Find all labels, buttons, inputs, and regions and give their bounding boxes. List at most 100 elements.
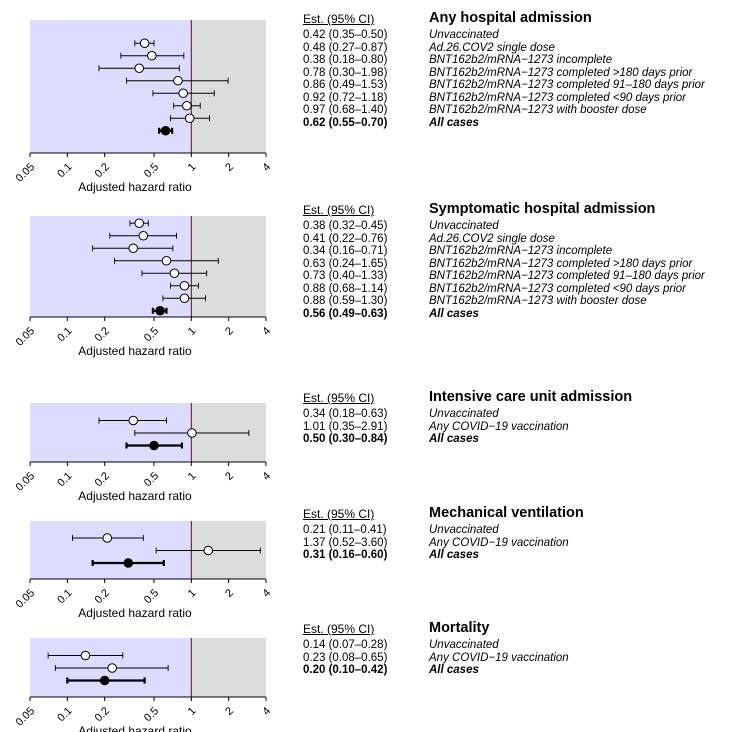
estimate-row: 0.41 (0.22–0.76) Ad.26.COV2 single dose (303, 233, 750, 246)
x-tick-label: 0.1 (55, 587, 74, 606)
x-tick-label: 0.5 (142, 470, 161, 489)
estimate-row: 1.37 (0.52–3.60) Any COVID−19 vaccination (303, 537, 750, 550)
estimate-column-header: Est. (95% CI) (303, 12, 375, 26)
x-tick-label: 2 (223, 161, 236, 174)
estimate-row: 0.73 (0.40–1.33) BNT162b2/mRNA−1273 compl… (303, 270, 750, 283)
x-tick-label: 0.05 (14, 470, 38, 494)
x-tick-label: 4 (260, 161, 273, 174)
row-label: BNT162b2/mRNA−1273 with booster dose (429, 104, 647, 116)
panel-text-3: Est. (95% CI) Intensive care unit admissi… (303, 389, 750, 446)
x-tick-label: 0.05 (14, 325, 38, 349)
estimate-row: 1.01 (0.35–2.91) Any COVID−19 vaccination (303, 421, 750, 434)
panel-header: Est. (95% CI) Any hospital admission (303, 10, 750, 26)
row-label: BNT162b2/mRNA−1273 with booster dose (429, 295, 647, 307)
x-tick-label: 0.1 (55, 161, 74, 180)
estimate-row: 0.88 (0.59–1.30) BNT162b2/mRNA−1273 with … (303, 295, 750, 308)
estimate-text: 1.01 (0.35–2.91) (303, 420, 388, 433)
estimate-text: 0.88 (0.59–1.30) (303, 295, 388, 307)
estimate-point (169, 268, 180, 279)
x-axis-label: Adjusted hazard ratio (78, 606, 192, 620)
row-label: BNT162b2/mRNA−1273 completed <90 days pr… (429, 282, 686, 295)
estimate-point (184, 113, 195, 124)
x-tick-label: 1 (186, 470, 199, 483)
estimate-point (102, 533, 113, 543)
row-label: All cases (429, 549, 479, 561)
estimate-row: 0.14 (0.07–0.28) Unvaccinated (303, 639, 750, 652)
x-tick-label: 2 (223, 325, 236, 338)
row-label: Ad.26.COV2 single dose (429, 232, 555, 245)
estimate-text: 0.42 (0.35–0.50) (303, 29, 388, 41)
estimate-point (203, 545, 214, 556)
x-tick-label: 0.2 (93, 470, 112, 489)
x-tick-label: 1 (186, 705, 199, 718)
estimate-text: 0.78 (0.30–1.98) (303, 66, 388, 79)
panel-title: Mortality (429, 620, 490, 636)
x-tick-label: 0.2 (93, 325, 112, 344)
panel-title: Any hospital admission (429, 10, 592, 26)
estimate-row: 0.38 (0.18–0.80) BNT162b2/mRNA−1273 incom… (303, 54, 750, 67)
estimate-text: 0.21 (0.11–0.41) (303, 524, 387, 536)
x-tick-label: 0.1 (55, 325, 74, 344)
row-label: Unvaccinated (429, 408, 499, 420)
estimate-row: 0.42 (0.35–0.50) Unvaccinated (303, 29, 750, 42)
estimate-point (123, 558, 134, 568)
panel-text-4: Est. (95% CI) Mechanical ventilation 0.21 … (303, 505, 750, 562)
x-tick-label: 2 (223, 705, 236, 718)
x-tick-label: 2 (223, 587, 236, 600)
x-tick-label: 2 (223, 470, 236, 483)
forest-panel-5: 0.05 0.1 0.2 0.5 1 2 4 Adjusted hazard ratio (14, 638, 273, 732)
forest-panel-2: 0.05 0.1 0.2 0.5 1 2 4 Adjusted hazard ratio (14, 216, 273, 358)
estimate-text: 0.34 (0.18–0.63) (303, 408, 388, 420)
estimate-row: 0.92 (0.72–1.18) BNT162b2/mRNA−1273 compl… (303, 92, 750, 105)
estimate-text: 1.37 (0.52–3.60) (303, 536, 388, 549)
estimate-point (182, 100, 192, 111)
estimate-text: 0.23 (0.08–0.65) (303, 651, 388, 664)
estimate-point (178, 88, 189, 99)
row-label: BNT162b2/mRNA−1273 completed >180 days p… (429, 66, 693, 79)
favors-vaccination-region (30, 216, 192, 317)
estimate-column-header: Est. (95% CI) (303, 622, 375, 636)
x-tick-label: 0.2 (93, 161, 112, 180)
panel-header: Est. (95% CI) Mortality (303, 620, 750, 636)
estimate-row: 0.31 (0.16–0.60) All cases (303, 549, 750, 562)
estimate-row: 0.97 (0.68–1.40) BNT162b2/mRNA−1273 with … (303, 104, 750, 117)
estimate-point (179, 293, 190, 304)
estimate-text: 0.73 (0.40–1.33) (303, 270, 388, 282)
x-tick-label: 4 (260, 705, 273, 718)
estimate-text: 0.97 (0.68–1.40) (303, 104, 388, 116)
panel-text-5: Est. (95% CI) Mortality 0.14 (0.07–0.28) Un… (303, 620, 750, 677)
estimate-text: 0.38 (0.18–0.80) (303, 54, 388, 66)
x-tick-label: 1 (186, 587, 199, 600)
estimate-row: 0.23 (0.08–0.65) Any COVID−19 vaccination (303, 652, 750, 665)
estimate-row: 0.88 (0.68–1.14) BNT162b2/mRNA−1273 compl… (303, 283, 750, 296)
estimate-row: 0.86 (0.49–1.53) BNT162b2/mRNA−1273 compl… (303, 79, 750, 92)
estimate-row: 0.38 (0.32–0.45) Unvaccinated (303, 220, 750, 233)
row-label: All cases (429, 307, 479, 320)
x-tick-label: 0.05 (14, 705, 38, 729)
row-label: Unvaccinated (429, 220, 499, 232)
x-axis-label: Adjusted hazard ratio (78, 489, 192, 503)
favors-unvaccinated-region (191, 638, 266, 697)
x-tick-label: 0.5 (142, 705, 161, 724)
row-label: Ad.26.COV2 single dose (429, 41, 555, 54)
panel-text-1: Est. (95% CI) Any hospital admission 0.42 … (303, 10, 750, 129)
row-label: BNT162b2/mRNA−1273 completed <90 days pr… (429, 91, 686, 104)
x-tick-label: 0.05 (14, 587, 38, 611)
panel-header: Est. (95% CI) Symptomatic hospital admiss… (303, 201, 750, 217)
row-label: BNT162b2/mRNA−1273 completed 91–180 days… (429, 270, 705, 282)
row-label: All cases (429, 433, 479, 445)
forest-panel-1: 0.05 0.1 0.2 0.5 1 2 4 Adjusted hazard ratio (14, 20, 273, 194)
favors-unvaccinated-region (191, 521, 266, 579)
estimate-row: 0.78 (0.30–1.98) BNT162b2/mRNA−1273 compl… (303, 67, 750, 80)
row-label: All cases (429, 664, 479, 676)
estimate-text: 0.92 (0.72–1.18) (303, 91, 388, 104)
estimate-point (173, 75, 183, 86)
estimate-row: 0.48 (0.27–0.87) Ad.26.COV2 single dose (303, 42, 750, 55)
row-label: Unvaccinated (429, 524, 499, 536)
estimate-text: 0.48 (0.27–0.87) (303, 41, 388, 54)
row-label: BNT162b2/mRNA−1273 completed >180 days p… (429, 257, 693, 270)
x-tick-label: 0.2 (93, 705, 112, 724)
x-tick-label: 0.1 (55, 705, 74, 724)
estimate-point (187, 428, 197, 438)
